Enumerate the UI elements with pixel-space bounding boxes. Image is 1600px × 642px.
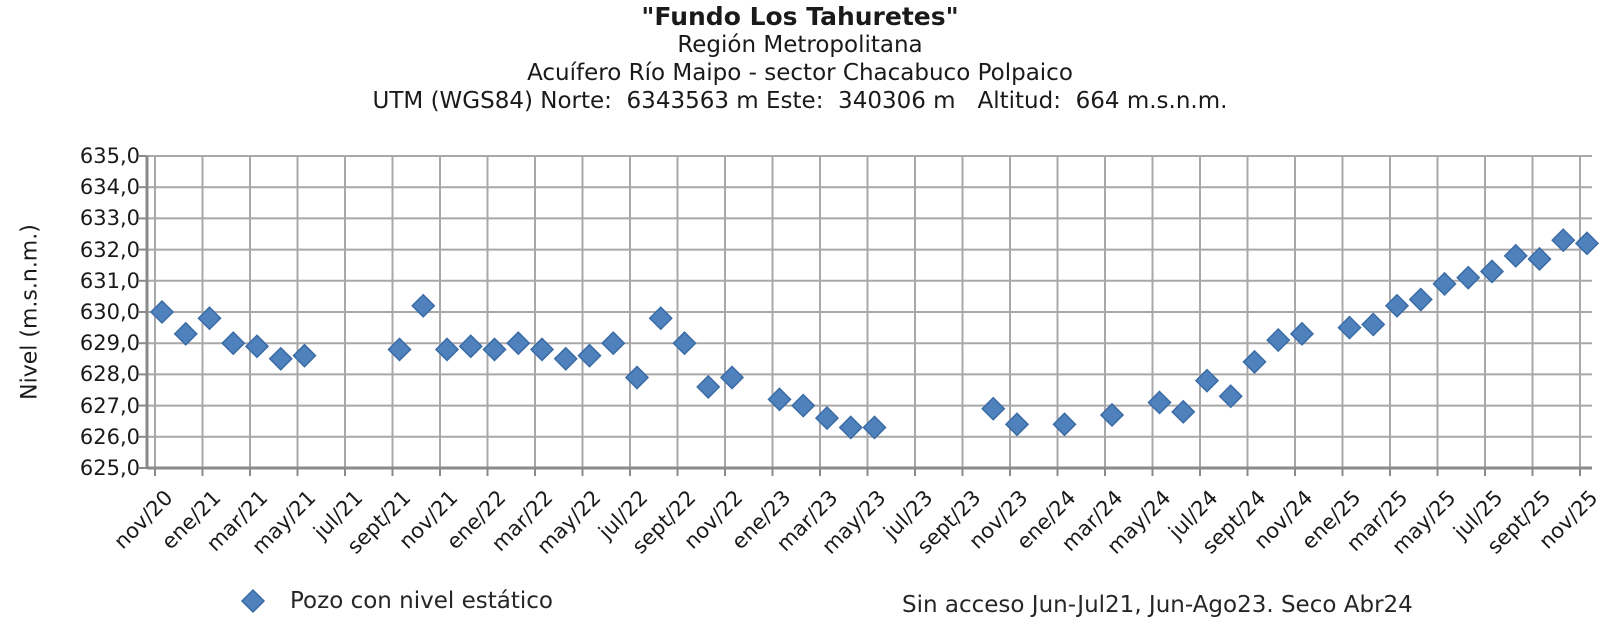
data-point-diamond	[387, 337, 412, 362]
data-point-diamond	[1147, 390, 1172, 415]
data-point-diamond	[1456, 265, 1481, 290]
data-point-diamond	[149, 299, 175, 325]
chart-title-block: "Fundo Los Tahuretes" Región Metropolita…	[0, 2, 1600, 115]
chart-title: "Fundo Los Tahuretes"	[641, 2, 959, 31]
data-point-diamond	[482, 337, 507, 362]
data-point-diamond	[1551, 228, 1576, 253]
data-point-diamond	[1337, 315, 1362, 340]
y-axis-tick-label: 635,0	[79, 144, 140, 168]
data-point-diamond	[1052, 412, 1077, 437]
data-point-diamond	[624, 365, 650, 390]
data-point-diamond	[221, 331, 246, 356]
data-point-diamond	[838, 415, 863, 440]
data-point-diamond	[1099, 402, 1125, 428]
chart-subtitle-region: Región Metropolitana	[677, 32, 923, 58]
data-point-diamond	[1503, 243, 1528, 268]
data-point-diamond	[173, 321, 198, 346]
data-point-diamond	[411, 293, 436, 318]
data-point-diamond	[553, 346, 578, 371]
data-point-diamond	[981, 396, 1006, 421]
data-point-diamond	[506, 331, 531, 356]
data-point-diamond	[1479, 259, 1505, 284]
data-point-diamond	[862, 415, 887, 440]
y-axis-tick-label: 632,0	[79, 237, 140, 262]
data-point-diamond	[268, 346, 293, 371]
data-point-diamond	[1361, 312, 1386, 337]
data-point-diamond	[767, 387, 792, 412]
data-point-diamond	[814, 406, 840, 431]
y-axis-tick-label: 629,0	[79, 331, 140, 356]
chart-subtitle-utm: UTM (WGS84) Norte: 6343563 m Este: 34030…	[372, 88, 1228, 114]
data-point-diamond	[529, 337, 555, 362]
data-point-diamond	[696, 374, 721, 399]
data-point-diamond	[648, 306, 673, 331]
data-point-diamond	[719, 365, 745, 390]
y-axis-tick-label: 628,0	[79, 362, 140, 387]
data-point-diamond	[1171, 399, 1196, 424]
data-point-diamond	[1289, 321, 1315, 346]
legend-label: Pozo con nivel estático	[290, 588, 553, 614]
legend: Pozo con nivel estático	[240, 588, 553, 614]
data-point-diamond	[601, 331, 626, 356]
legend-marker-diamond-icon	[240, 588, 266, 614]
data-point-diamond	[672, 331, 697, 356]
data-point-diamond	[1266, 328, 1291, 353]
y-axis-tick-label: 626,0	[79, 424, 140, 449]
data-point-diamond	[1527, 246, 1552, 272]
data-point-diamond	[1004, 412, 1030, 437]
data-point-diamond	[1218, 384, 1243, 409]
data-point-diamond	[197, 306, 222, 331]
y-axis-tick-label: 634,0	[79, 175, 140, 200]
data-point-diamond	[292, 343, 317, 368]
chart-subtitle-aquifer: Acuífero Río Maipo - sector Chacabuco Po…	[527, 60, 1073, 86]
y-axis-tick-label: 627,0	[79, 393, 140, 418]
data-point-diamond	[1384, 293, 1410, 318]
data-point-diamond	[791, 393, 816, 418]
y-axis-tick-label: 625,0	[79, 456, 140, 480]
y-axis-tick-label: 633,0	[79, 206, 140, 231]
data-point-diamond	[1242, 349, 1267, 374]
data-point-diamond	[1408, 287, 1433, 312]
data-point-diamond	[1432, 271, 1457, 296]
y-axis-tick-label: 630,0	[79, 300, 140, 324]
missing-data-note: Sin acceso Jun-Jul21, Jun-Ago23. Seco Ab…	[902, 592, 1413, 618]
data-point-diamond	[458, 334, 483, 359]
data-point-diamond	[244, 334, 270, 359]
data-point-diamond	[1194, 368, 1220, 393]
data-point-diamond	[1574, 231, 1600, 256]
data-point-diamond	[434, 337, 460, 362]
y-axis-tick-label: 631,0	[79, 268, 140, 293]
data-point-diamond	[577, 343, 602, 368]
